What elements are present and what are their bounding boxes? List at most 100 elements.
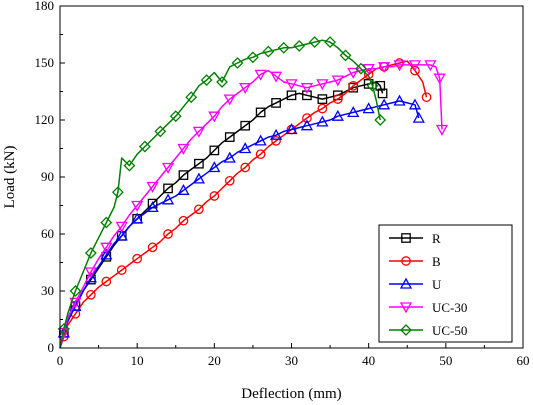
data-point-b: [410, 65, 420, 76]
axis-ticks: 0 10 20 30 40 50 60 0 30 60 90 120 150 180: [35, 0, 530, 368]
data-point-b: [348, 80, 359, 91]
data-point-uc-50: [84, 247, 97, 259]
data-point-uc-50: [339, 49, 352, 62]
x-tick-label: 20: [208, 353, 221, 368]
data-point-u: [347, 106, 360, 118]
legend-marker-r: [401, 233, 411, 243]
x-axis-label: Deflection (mm): [241, 386, 341, 402]
y-tick-label: 0: [48, 340, 55, 355]
chart-marks: [57, 36, 449, 349]
data-point-r: [377, 88, 388, 99]
data-point-b: [163, 229, 173, 239]
x-tick-label: 30: [285, 353, 298, 368]
data-point-uc-30: [331, 75, 344, 87]
series-uc-50: [57, 36, 387, 349]
legend-label: R: [432, 231, 441, 246]
data-point-uc-30: [131, 200, 144, 212]
legend-marker-u: [399, 277, 413, 289]
data-point-r: [271, 98, 281, 108]
data-point-uc-50: [69, 285, 82, 297]
data-point-b: [363, 69, 374, 80]
y-tick-label: 120: [35, 112, 55, 127]
data-point-uc-50: [246, 51, 259, 64]
data-point-uc-30: [316, 79, 329, 91]
data-point-r: [317, 94, 328, 104]
data-point-uc-30: [223, 94, 236, 106]
legend-label: UC-50: [432, 323, 467, 338]
data-point-r: [363, 79, 374, 89]
data-point-uc-50: [100, 216, 113, 229]
data-point-uc-30: [347, 67, 360, 79]
x-tick-label: 60: [517, 353, 530, 368]
data-point-uc-30: [115, 221, 128, 233]
data-point-b: [116, 265, 127, 275]
data-point-uc-50: [138, 140, 151, 153]
data-point-b: [271, 136, 281, 146]
data-point-uc-30: [161, 162, 175, 174]
legend-marker-b: [401, 256, 411, 266]
series-uc-30: [57, 60, 449, 349]
data-point-u: [300, 119, 314, 131]
legend-label: B: [432, 254, 441, 269]
data-point-u: [254, 134, 267, 146]
data-point-b: [302, 113, 312, 123]
legend-item-u: U: [389, 277, 442, 292]
data-point-uc-50: [308, 36, 321, 49]
data-point-r: [375, 80, 386, 91]
data-point-uc-30: [424, 60, 437, 72]
data-point-uc-30: [377, 62, 391, 74]
data-point-b: [178, 215, 189, 226]
data-point-r: [209, 145, 220, 156]
data-point-b: [317, 103, 328, 114]
y-tick-label: 30: [41, 283, 54, 298]
data-point-uc-30: [393, 60, 406, 72]
data-point-uc-30: [300, 83, 314, 95]
data-point-u: [177, 183, 190, 195]
data-point-uc-30: [433, 73, 446, 85]
data-point-uc-30: [69, 297, 82, 309]
legend-marker-uc-50: [400, 324, 412, 336]
data-point-u: [208, 161, 221, 173]
data-point-u: [316, 115, 329, 127]
data-point-uc-50: [324, 36, 337, 49]
data-point-r: [240, 120, 251, 131]
data-point-u: [239, 142, 252, 154]
data-point-uc-30: [254, 69, 267, 81]
data-point-b: [209, 191, 220, 201]
data-point-b: [147, 242, 158, 253]
data-point-u: [131, 212, 144, 224]
data-point-b: [224, 175, 235, 186]
data-point-uc-50: [293, 39, 306, 52]
data-point-u: [362, 102, 375, 114]
data-point-uc-50: [200, 74, 213, 87]
data-point-uc-30: [435, 124, 449, 136]
legend-item-b: B: [389, 254, 441, 269]
data-point-u: [285, 123, 298, 135]
data-point-b: [194, 204, 204, 215]
data-point-u: [408, 98, 422, 110]
data-point-r: [163, 183, 173, 194]
data-point-u: [377, 98, 391, 110]
data-point-u: [223, 151, 236, 163]
legend: RBU UC-30 UC-50: [378, 224, 513, 343]
data-point-b: [240, 162, 251, 173]
y-tick-label: 60: [41, 226, 54, 241]
data-point-uc-50: [216, 76, 228, 88]
data-point-b: [101, 276, 112, 287]
data-point-uc-50: [154, 125, 167, 138]
data-point-u: [115, 229, 128, 241]
series-line-r: [59, 81, 384, 349]
data-point-uc-30: [192, 126, 206, 138]
x-tick-label: 40: [362, 353, 375, 368]
data-point-u: [146, 201, 159, 213]
data-point-uc-30: [84, 267, 97, 279]
data-point-uc-50: [277, 41, 290, 54]
data-point-b: [332, 94, 343, 104]
data-point-uc-50: [185, 91, 198, 104]
data-point-b: [421, 92, 432, 103]
data-point-uc-30: [177, 143, 190, 155]
data-point-u: [393, 94, 406, 106]
legend-item-uc-30: UC-30: [389, 300, 467, 315]
data-point-uc-30: [146, 181, 159, 193]
